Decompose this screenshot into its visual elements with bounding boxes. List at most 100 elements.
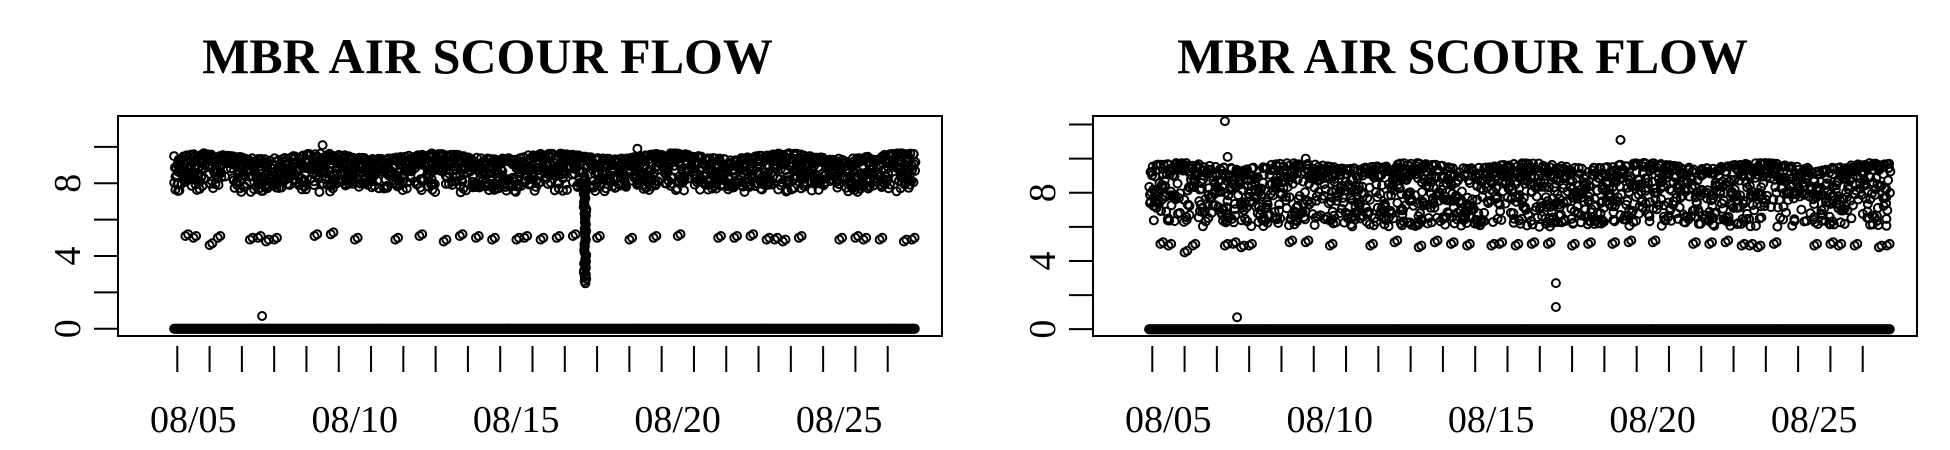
band-point	[1284, 192, 1295, 203]
x-tick-label: 08/05	[1125, 399, 1212, 441]
data-points	[169, 140, 921, 334]
y-tick-label: 8	[1022, 183, 1064, 202]
band-point	[1467, 194, 1478, 205]
band-point	[1246, 221, 1257, 232]
band-point	[1306, 197, 1317, 207]
mid-point	[191, 231, 202, 241]
band-point	[1408, 200, 1419, 211]
band-point	[1320, 184, 1331, 195]
band-point	[864, 180, 875, 191]
mid-point	[393, 232, 403, 243]
x-tick-label: 08/25	[796, 399, 883, 441]
band-point	[1248, 162, 1259, 173]
band-point	[1394, 183, 1405, 194]
band-point	[430, 187, 441, 197]
band-point	[1338, 197, 1349, 208]
mid-point	[675, 229, 686, 240]
band-point	[679, 185, 689, 196]
dip-point	[579, 258, 590, 269]
mid-point	[522, 231, 533, 241]
band-point	[1440, 219, 1451, 230]
band-point	[1428, 182, 1439, 193]
band-point	[1181, 215, 1192, 225]
x-tick-label: 08/20	[1609, 399, 1696, 441]
x-tick-label: 08/05	[150, 399, 237, 441]
band-point	[284, 179, 295, 190]
band-point	[1197, 221, 1208, 232]
x-tick-label: 08/10	[1286, 399, 1373, 441]
band-point	[714, 154, 724, 165]
band-point	[1160, 181, 1171, 192]
mid-point	[796, 231, 807, 241]
band-point	[1184, 210, 1195, 220]
band-point	[1319, 179, 1330, 190]
band-point	[497, 166, 508, 177]
band-point	[1240, 213, 1251, 224]
band-point	[1429, 202, 1440, 213]
band-point	[314, 186, 325, 197]
band-point	[781, 186, 792, 197]
band-point	[663, 162, 674, 173]
band-point	[1309, 220, 1320, 230]
band-point	[1256, 189, 1267, 200]
band-point	[1325, 196, 1336, 207]
band-point	[1262, 199, 1273, 210]
band-point	[1398, 216, 1409, 227]
band-point	[1426, 171, 1437, 181]
band-point	[1155, 206, 1166, 217]
mid-point	[457, 229, 468, 240]
x-tick-label: 08/15	[1448, 399, 1535, 441]
mid-point	[732, 231, 742, 241]
mid-point	[489, 232, 500, 243]
band-point	[1300, 214, 1311, 225]
band-point	[510, 186, 521, 197]
band-point	[1158, 159, 1169, 170]
y-tick-label: 0	[47, 319, 89, 338]
band-point	[1377, 180, 1388, 191]
band-point	[910, 165, 921, 176]
mid-point	[207, 238, 218, 249]
plot-frame	[1092, 115, 1918, 337]
mid-point	[271, 232, 282, 243]
band-point	[884, 179, 895, 190]
mid-point	[473, 231, 484, 241]
band-point	[1311, 195, 1322, 206]
chart-title: MBR AIR SCOUR FLOW	[1177, 28, 1748, 84]
band-point	[1278, 183, 1289, 194]
band-point	[401, 183, 412, 194]
chart-title: MBR AIR SCOUR FLOW	[202, 28, 773, 84]
mid-point	[215, 231, 226, 241]
baseline-point	[1884, 324, 1895, 335]
mid-point	[748, 229, 759, 240]
band-point	[1284, 220, 1294, 231]
mid-point	[554, 231, 565, 241]
mid-point	[328, 227, 339, 238]
chart-panel-right: MBR AIR SCOUR FLOW 0 4 8 08/05 08/10 08/15 08/…	[975, 0, 1950, 450]
band-point	[1275, 213, 1286, 224]
dip-point	[579, 171, 590, 182]
mid-point	[312, 229, 323, 240]
band-point	[518, 152, 529, 163]
mid-point	[627, 232, 638, 243]
band-point	[1173, 193, 1184, 204]
dip-point	[579, 265, 590, 276]
band-point	[909, 159, 920, 170]
band-point	[1462, 192, 1473, 203]
baseline-point	[909, 323, 920, 334]
mid-point	[570, 229, 581, 240]
band-point	[621, 181, 632, 192]
band-point	[704, 153, 715, 164]
band-point	[1387, 208, 1397, 219]
mid-point	[417, 229, 428, 240]
band-point	[1388, 213, 1399, 224]
x-tick-label: 08/15	[473, 399, 560, 441]
mid-point	[909, 232, 920, 243]
band-point	[1372, 161, 1383, 172]
mid-point	[780, 234, 791, 245]
band-point	[775, 164, 786, 175]
outlier-point	[257, 311, 268, 321]
y-tick-label: 4	[47, 247, 89, 266]
